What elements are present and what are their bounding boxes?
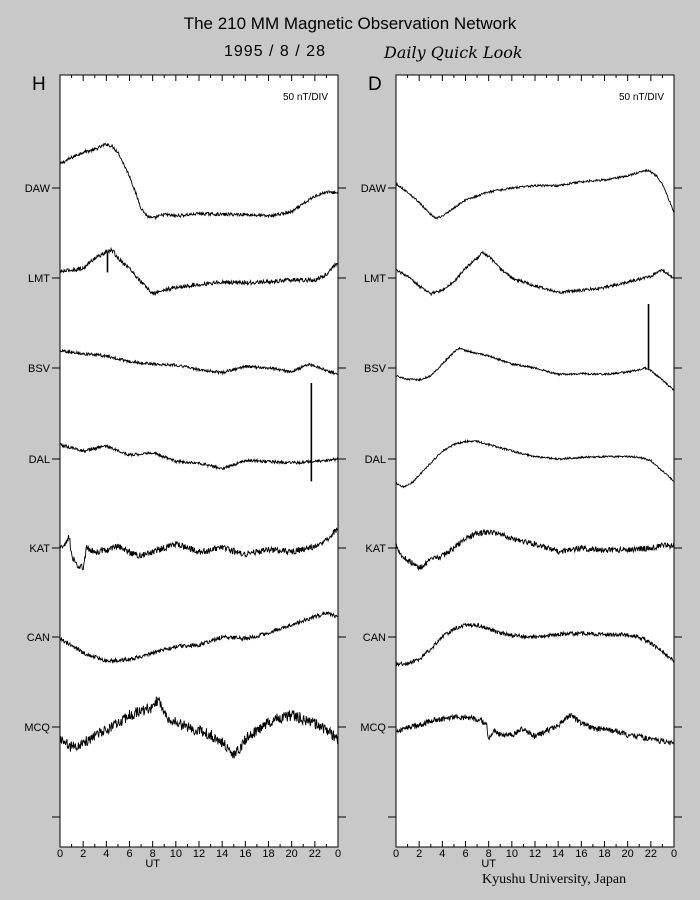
panel-d-scale-label: 50 nT/DIV: [619, 92, 664, 103]
panel-h-label: H: [32, 74, 46, 95]
panel-d-station-label-daw: DAW: [361, 183, 387, 195]
panel-d-tick-label: 12: [529, 848, 541, 860]
panel-h-trace-daw: [59, 142, 339, 221]
panel-d-station-label-lmt: LMT: [364, 273, 386, 285]
panel-d-tick-label: 20: [622, 848, 634, 860]
panel-d-trace-lmt: [395, 250, 675, 297]
panel-d-frame: [395, 74, 675, 848]
panel-d-station-label-dal: DAL: [365, 454, 386, 466]
panel-d-tick-label: 18: [598, 848, 610, 860]
daily-quick-look-label: Daily Quick Look: [384, 43, 523, 62]
panel-d-trace-mcq: [395, 713, 675, 746]
panel-h-station-label-dal: DAL: [29, 454, 50, 466]
panel-h-trace-lmt: [60, 246, 339, 297]
panel-h-station-label-can: CAN: [27, 632, 50, 644]
panel-h-xlabel: UT: [145, 858, 160, 870]
panel-h-station-label-mcq: MCQ: [24, 722, 50, 734]
panel-h-tick-label: 2: [80, 848, 86, 860]
panel-d-tick-label: 0: [671, 848, 677, 860]
panel-h-tick-label: 18: [262, 848, 274, 860]
panel-h-trace-dal: [59, 442, 339, 471]
panel-d-xlabel: UT: [481, 858, 496, 870]
panel-d-trace-kat: [395, 528, 675, 572]
panel-d-label: D: [368, 74, 382, 95]
panel-h-tick-label: 10: [170, 848, 182, 860]
panel-d-station-label-bsv: BSV: [364, 363, 387, 375]
panel-h-trace-mcq: [59, 696, 339, 759]
panel-h-tick-label: 0: [335, 848, 341, 860]
panel-h-trace-can: [59, 611, 339, 664]
panel-h-station-label-kat: KAT: [29, 543, 50, 555]
credit-label: Kyushu University, Japan: [482, 872, 627, 887]
observation-date: 1995 / 8 / 28: [224, 43, 326, 60]
panel-d-tick-label: 14: [552, 848, 564, 860]
panel-d-tick-label: 2: [416, 848, 422, 860]
panel-d-station-label-mcq: MCQ: [360, 722, 386, 734]
panel-h-tick-label: 22: [309, 848, 321, 860]
panel-d-tick-label: 0: [393, 848, 399, 860]
panel-d-tick-label: 6: [462, 848, 468, 860]
panel-d-trace-daw: [395, 168, 675, 220]
panel-h-trace-bsv: [59, 348, 339, 376]
panel-d-tick-label: 22: [645, 848, 657, 860]
panel-d-trace-bsv: [395, 346, 675, 391]
panel-d-station-label-kat: KAT: [365, 543, 386, 555]
panel-d-trace-can: [395, 622, 675, 668]
panel-h-tick-label: 14: [216, 848, 228, 860]
panel-h-station-label-daw: DAW: [25, 183, 51, 195]
panel-h-frame: [59, 74, 339, 848]
panel-d-trace-dal: [395, 438, 675, 489]
panel-h-tick-label: 0: [57, 848, 63, 860]
panel-h-station-label-bsv: BSV: [28, 363, 51, 375]
panel-d-station-label-can: CAN: [363, 632, 386, 644]
panel-h-tick-label: 16: [239, 848, 251, 860]
panel-d-tick-label: 10: [506, 848, 518, 860]
panel-h-tick-label: 6: [126, 848, 132, 860]
chart-title: The 210 MM Magnetic Observation Network: [183, 14, 517, 33]
panel-h-station-label-lmt: LMT: [28, 273, 50, 285]
panel-h-tick-label: 8: [150, 848, 156, 860]
panel-d-tick-label: 8: [486, 848, 492, 860]
panel-h-tick-label: 4: [103, 848, 109, 860]
panel-h-scale-label: 50 nT/DIV: [283, 92, 328, 103]
panel-d-tick-label: 16: [575, 848, 587, 860]
panel-h-trace-kat: [59, 527, 339, 571]
panel-d-tick-label: 4: [439, 848, 445, 860]
panel-h-tick-label: 12: [193, 848, 205, 860]
panel-h-tick-label: 20: [286, 848, 298, 860]
